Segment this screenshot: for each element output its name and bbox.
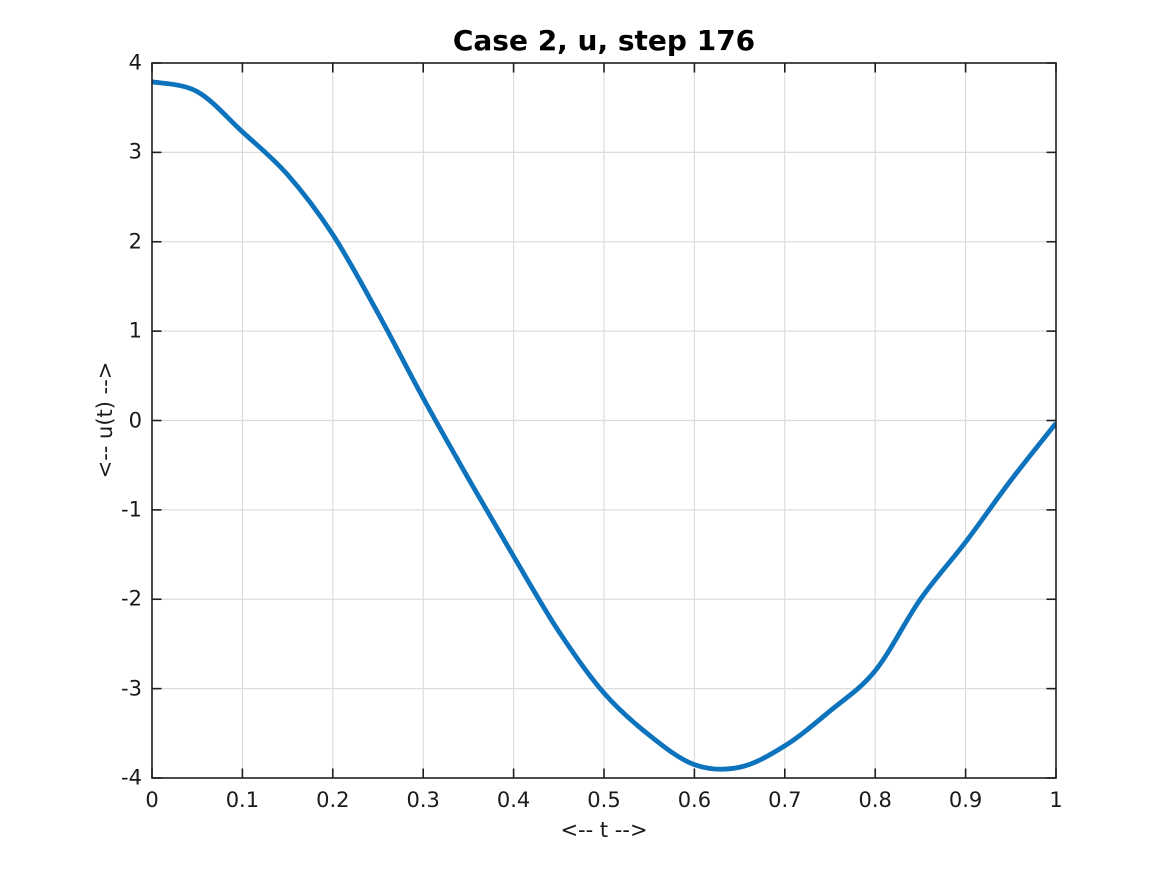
series-u-line — [152, 79, 1056, 772]
axes-box — [151, 62, 1057, 779]
x-axis-label: <-- t --> — [560, 818, 648, 842]
chart-title: Case 2, u, step 176 — [452, 24, 756, 57]
y-axis-label: <-- u(t) --> — [93, 361, 117, 479]
